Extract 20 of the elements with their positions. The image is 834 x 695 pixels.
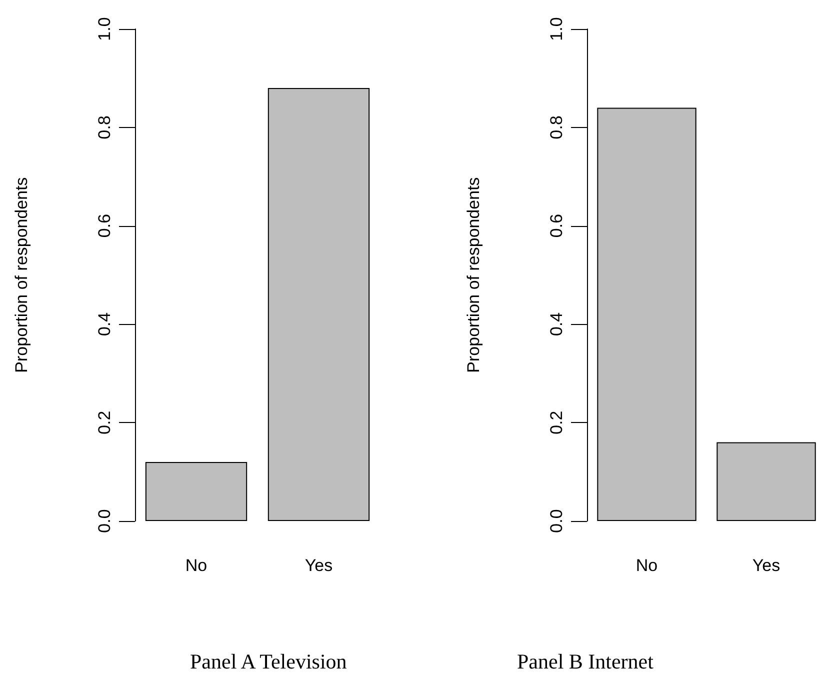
y-tick-label: 0.4 (547, 312, 566, 336)
x-tick-label: No (636, 556, 658, 575)
y-tick-label: 0.0 (95, 509, 114, 533)
x-tick-label: Yes (752, 556, 780, 575)
y-tick-label: 0.6 (547, 214, 566, 238)
text: Panel B Internet (517, 650, 654, 674)
x-tick-label: Yes (304, 556, 333, 575)
y-axis-title: Proportion of respondents (464, 177, 483, 373)
y-tick-label: 0.0 (547, 509, 566, 533)
y-tick-label: 0.8 (547, 116, 566, 140)
y-axis-title: Proportion of respondents (12, 177, 31, 373)
y-tick-label: 1.0 (547, 17, 566, 41)
y-tick-label: 1.0 (95, 17, 114, 41)
x-tick-label: No (185, 556, 208, 575)
y-tick-label: 0.8 (95, 116, 114, 140)
y-tick-label: 0.4 (95, 312, 114, 336)
y-tick-label: 0.2 (547, 410, 566, 434)
text: Panel A Television (190, 650, 348, 674)
y-tick-label: 0.6 (95, 214, 114, 238)
y-tick-label: 0.2 (95, 410, 114, 434)
